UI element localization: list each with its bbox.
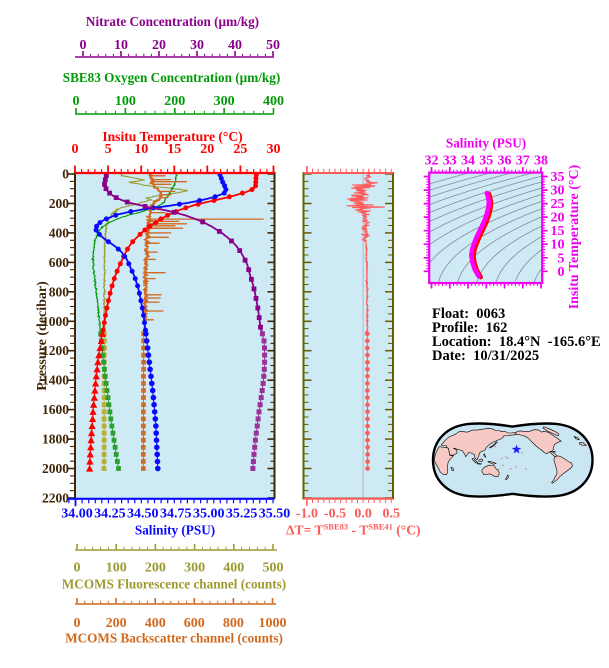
svg-text:34.50: 34.50 — [127, 507, 159, 522]
svg-text:1200: 1200 — [42, 343, 69, 358]
svg-text:1600: 1600 — [42, 402, 69, 417]
svg-text:2000: 2000 — [42, 461, 69, 476]
svg-text:-0.5: -0.5 — [324, 507, 346, 522]
svg-text:0: 0 — [558, 265, 565, 280]
svg-text:34.75: 34.75 — [160, 507, 192, 522]
svg-text:0: 0 — [80, 38, 87, 53]
svg-text:800: 800 — [49, 284, 70, 299]
svg-text:400: 400 — [145, 616, 166, 631]
svg-text:Insitu Temperature (°C): Insitu Temperature (°C) — [102, 129, 242, 145]
svg-text:15: 15 — [167, 142, 181, 157]
svg-text:Date: 10/31/2025: Date: 10/31/2025 — [432, 348, 539, 364]
svg-text:100: 100 — [106, 561, 127, 576]
svg-text:10: 10 — [134, 142, 148, 157]
svg-text:Pressure (decibar): Pressure (decibar) — [35, 281, 50, 391]
svg-text:2200: 2200 — [42, 491, 69, 506]
svg-text:Salinity (PSU): Salinity (PSU) — [135, 523, 215, 538]
svg-text:MCOMS Fluorescence channel (co: MCOMS Fluorescence channel (counts) — [62, 577, 286, 592]
svg-text:-1.0: -1.0 — [296, 507, 318, 522]
svg-text:Location: 18.4°N -165.6°E: Location: 18.4°N -165.6°E — [432, 334, 601, 350]
svg-text:10: 10 — [114, 38, 128, 53]
svg-text:Salinity (PSU): Salinity (PSU) — [446, 136, 526, 151]
svg-text:200: 200 — [49, 196, 70, 211]
svg-text:36: 36 — [498, 154, 512, 169]
svg-text:400: 400 — [49, 225, 70, 240]
svg-text:MCOMS Backscatter channel (cou: MCOMS Backscatter channel (counts) — [65, 631, 283, 646]
svg-text:20: 20 — [200, 142, 214, 157]
svg-text:SBE83 Oxygen Concentration (µm: SBE83 Oxygen Concentration (µm/kg) — [63, 70, 281, 85]
svg-text:1000: 1000 — [259, 616, 287, 631]
svg-text:25: 25 — [551, 197, 565, 212]
svg-text:Float: 0063: Float: 0063 — [432, 306, 505, 322]
svg-text:100: 100 — [115, 94, 136, 109]
svg-text:34: 34 — [461, 154, 475, 169]
svg-text:25: 25 — [233, 142, 247, 157]
svg-text:400: 400 — [263, 94, 284, 109]
svg-text:200: 200 — [145, 561, 166, 576]
svg-text:50: 50 — [266, 38, 280, 53]
svg-text:5: 5 — [558, 251, 565, 266]
svg-text:37: 37 — [516, 154, 530, 169]
svg-text:1800: 1800 — [42, 432, 69, 447]
svg-text:30: 30 — [551, 184, 565, 199]
svg-text:34.25: 34.25 — [94, 507, 126, 522]
svg-text:20: 20 — [551, 211, 565, 226]
svg-text:300: 300 — [214, 94, 235, 109]
svg-text:35.50: 35.50 — [259, 507, 291, 522]
svg-text:0: 0 — [74, 616, 81, 631]
svg-text:35.25: 35.25 — [226, 507, 258, 522]
svg-text:38: 38 — [534, 154, 548, 169]
svg-text:0: 0 — [62, 167, 69, 182]
svg-text:ΔT= TSBE83 - TSBE41 (°C): ΔT= TSBE83 - TSBE41 (°C) — [286, 522, 421, 539]
svg-text:10: 10 — [551, 238, 565, 253]
svg-text:35: 35 — [551, 170, 565, 185]
svg-text:600: 600 — [49, 255, 70, 270]
svg-text:30: 30 — [190, 38, 204, 53]
svg-text:400: 400 — [223, 561, 244, 576]
svg-text:800: 800 — [223, 616, 244, 631]
svg-text:Nitrate Concentration (µm/kg): Nitrate Concentration (µm/kg) — [86, 14, 259, 29]
svg-text:33: 33 — [443, 154, 457, 169]
svg-text:300: 300 — [184, 561, 205, 576]
svg-text:35.00: 35.00 — [193, 507, 225, 522]
svg-text:0.0: 0.0 — [354, 507, 372, 522]
svg-text:0: 0 — [74, 561, 81, 576]
svg-text:Profile: 162: Profile: 162 — [432, 320, 507, 336]
svg-text:0.5: 0.5 — [382, 507, 400, 522]
svg-text:0: 0 — [72, 142, 79, 157]
svg-text:30: 30 — [267, 142, 281, 157]
svg-text:200: 200 — [164, 94, 185, 109]
svg-text:34.00: 34.00 — [61, 507, 93, 522]
svg-text:600: 600 — [184, 616, 205, 631]
svg-text:0: 0 — [73, 94, 80, 109]
svg-text:32: 32 — [425, 154, 439, 169]
svg-text:20: 20 — [152, 38, 166, 53]
svg-text:200: 200 — [106, 616, 127, 631]
svg-text:35: 35 — [479, 154, 493, 169]
svg-text:5: 5 — [105, 142, 112, 157]
svg-text:40: 40 — [228, 38, 242, 53]
svg-text:Insitu Temperature (°C): Insitu Temperature (°C) — [567, 164, 582, 309]
svg-text:1000: 1000 — [42, 314, 69, 329]
svg-text:500: 500 — [263, 561, 284, 576]
svg-text:1400: 1400 — [42, 373, 69, 388]
svg-text:15: 15 — [551, 224, 565, 239]
